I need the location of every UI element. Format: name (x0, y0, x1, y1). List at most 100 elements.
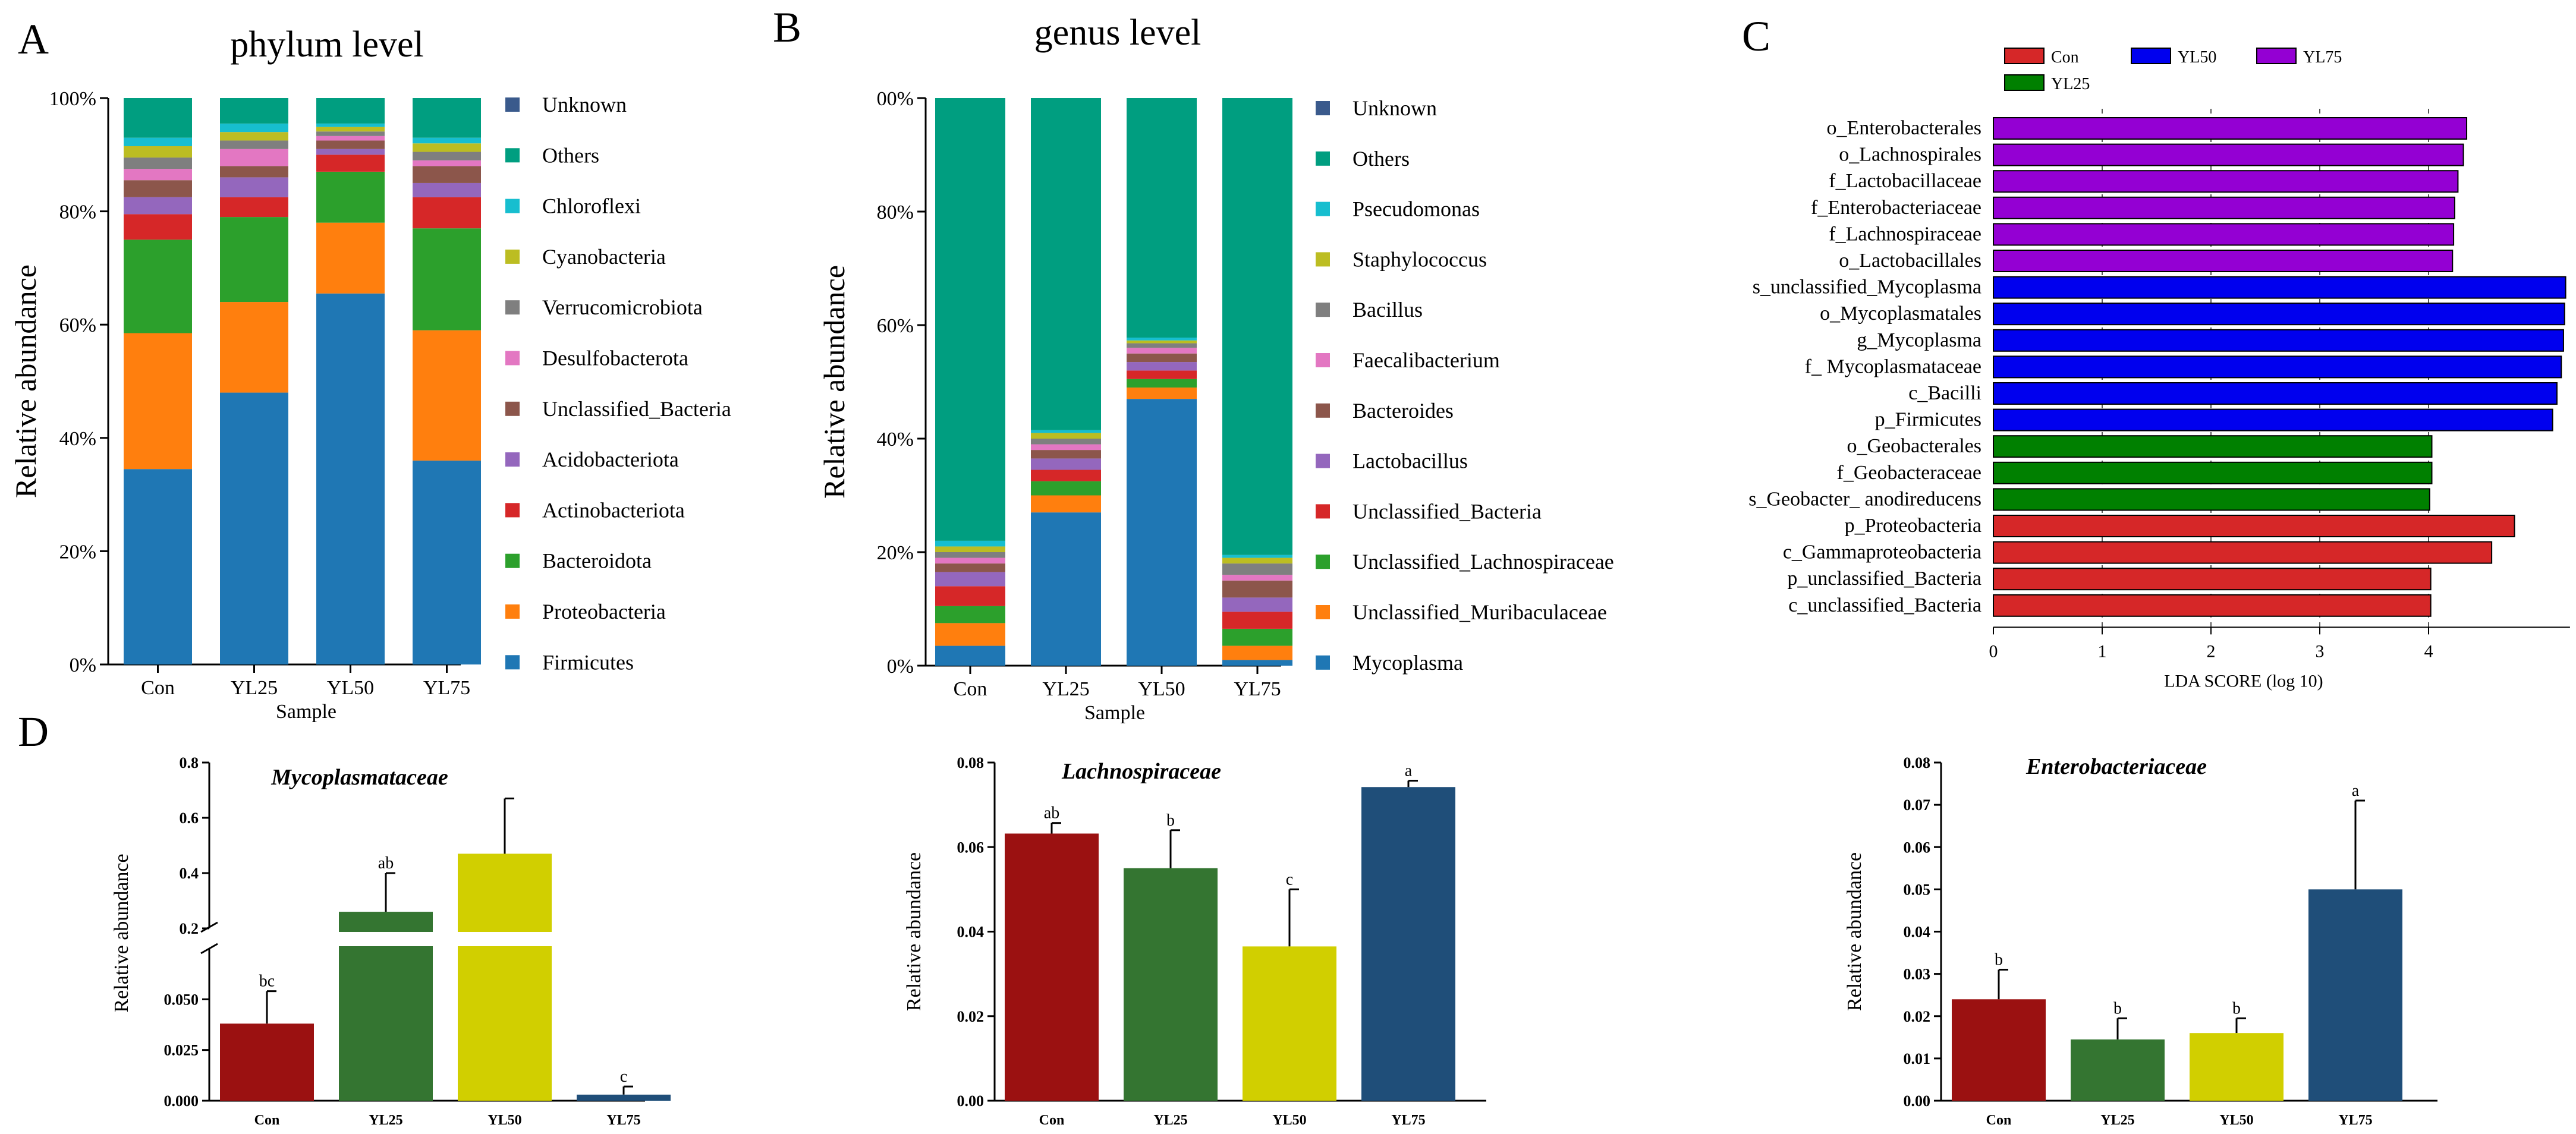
stack-segment-verrucomicrobiota (413, 152, 481, 160)
stack-segment-staphylococcus (1031, 433, 1101, 439)
legend-swatch (1316, 151, 1330, 166)
bar-con (1952, 999, 2046, 1101)
legend-swatch (505, 300, 520, 315)
stack-segment-mycoplasma (1222, 660, 1292, 666)
legend-label: Unclassified_Bacteria (1353, 499, 1542, 523)
axis-break-mark (200, 943, 218, 955)
x-tick-label: YL75 (1391, 1113, 1425, 1128)
stack-segment-desulfobacterota (413, 160, 481, 166)
stack-segment-cyanobacteria (124, 146, 192, 158)
legend-label: Others (1353, 147, 1410, 171)
chart-title: Enterobacteriaceae (2025, 754, 2207, 779)
stack-segment-cyanobacteria (220, 132, 288, 141)
legend-label: Acidobacteriota (542, 448, 679, 471)
x-tick-label: Con (954, 678, 987, 700)
significance-letter: b (1166, 811, 1175, 830)
stack-segment-chloroflexi (124, 137, 192, 147)
x-tick-label: YL50 (2219, 1113, 2253, 1128)
bar-yl50 (1243, 946, 1336, 1101)
legend-swatch (1316, 605, 1330, 619)
lda-bar-label: o_Mycoplasmatales (1820, 303, 1981, 325)
x-tick-label: 4 (2424, 641, 2433, 661)
stack-segment-pseudomonas (1031, 430, 1101, 433)
legend-swatch (1316, 353, 1330, 367)
stack-segment-firmicutes (316, 293, 385, 664)
stack-segment-desulfobacterota (316, 136, 385, 141)
significance-letter: b (2113, 999, 2122, 1018)
legend-swatch (2004, 48, 2045, 64)
x-axis-label: Sample (1084, 702, 1145, 724)
lda-bar (1993, 488, 2430, 511)
stack-segment-lactobacillus (1127, 362, 1197, 371)
stack-segment-proteobacteria (316, 222, 385, 294)
legend-swatch (1316, 201, 1330, 216)
legend-swatch (505, 452, 520, 467)
y-tick-label: 80% (59, 201, 96, 223)
stack-segment-chloroflexi (413, 137, 481, 144)
x-tick-label: YL50 (487, 1113, 521, 1128)
x-tick-label: YL25 (231, 677, 278, 699)
stack-segment-bacillus (1127, 343, 1197, 348)
legend-label: Con (2051, 48, 2079, 67)
x-tick-label: YL50 (1272, 1113, 1306, 1128)
stack-segment-lactobacillus (1222, 597, 1292, 612)
stack-segment-bacillus (935, 552, 1005, 558)
bar-yl25 (2071, 1039, 2165, 1101)
y-tick-label: 0.4 (180, 865, 199, 882)
legend-label: Cyanobacteria (542, 245, 666, 269)
lda-bar (1993, 196, 2455, 219)
y-tick-label: 0% (887, 656, 914, 678)
legend-label: Verrucomicrobiota (542, 295, 703, 319)
x-tick-label: YL75 (606, 1113, 640, 1128)
stack-segment-actinobacteriota (413, 197, 481, 229)
x-tick-label: YL75 (423, 677, 470, 699)
y-tick-label: 0.02 (1904, 1008, 1931, 1025)
stack-segment-proteobacteria (220, 302, 288, 393)
significance-letter: ab (378, 854, 394, 872)
stack-segment-faecalibacterium (1127, 348, 1197, 354)
y-tick-label: 60% (877, 315, 914, 337)
stack-segment-others (316, 98, 385, 124)
stack-segment-bacteroidota (413, 228, 481, 330)
bar-yl75 (577, 1094, 671, 1101)
legend-label: Unclassified_Bacteria (542, 397, 731, 421)
lda-bar-label: o_Lachnospirales (1839, 144, 1981, 166)
stack-segment-desulfobacterota (220, 149, 288, 166)
significance-letter: b (2232, 999, 2241, 1018)
legend-swatch (1316, 504, 1330, 519)
stack-segment-unclassified-muribaculaceae (1031, 495, 1101, 513)
legend-label: YL50 (2178, 48, 2216, 67)
legend-swatch (1316, 655, 1330, 670)
lda-bar (1993, 515, 2515, 537)
legend-label: Chloroflexi (542, 194, 641, 218)
lda-bar-label: c_Bacilli (1908, 382, 1981, 404)
lda-bar-label: c_unclassified_Bacteria (1788, 594, 1981, 616)
legend-swatch (505, 148, 520, 163)
stack-segment-unclassified-muribaculaceae (935, 623, 1005, 646)
lda-bar-label: g_Mycoplasma (1857, 329, 1981, 351)
lda-bar-label: f_ Mycoplasmataceae (1805, 355, 1981, 377)
mycoplasmataceae-bar-chart: 0.000 0.025 0.050 0.2 0.4 0.6 0.8 Relative abun… (111, 754, 671, 1128)
y-tick-label: 20% (877, 542, 914, 564)
lda-bar (1993, 223, 2455, 246)
legend-label: Unknown (1353, 96, 1437, 120)
enterobacteriaceae-bar-chart: 0.00 0.01 0.02 0.03 0.04 0.05 0.06 0.07 0.08 Rela… (1844, 754, 2437, 1128)
x-tick-label: 0 (1989, 641, 1998, 661)
legend-swatch (1316, 303, 1330, 317)
legend-label: YL25 (2051, 75, 2090, 93)
legend-label: Bacteroidota (542, 549, 652, 573)
y-tick-label: 0.00 (957, 1092, 985, 1110)
legend-swatch (505, 249, 520, 264)
stack-segment-unclassified-lachnospiraceae (1031, 481, 1101, 496)
x-tick-label: Con (254, 1113, 280, 1128)
legend-label: Others (542, 143, 599, 167)
stack-segment-unclassified-muribaculaceae (1222, 645, 1292, 660)
axis-break-gap (457, 932, 553, 946)
stack-segment-cyanobacteria (413, 143, 481, 152)
legend-swatch (2004, 74, 2045, 91)
y-tick-label: 40% (59, 428, 96, 450)
legend-swatch (505, 604, 520, 619)
y-tick-label: 0.04 (1904, 924, 1931, 941)
x-tick-label: YL50 (327, 677, 374, 699)
stack-segment-unclassified-muribaculaceae (1127, 388, 1197, 399)
